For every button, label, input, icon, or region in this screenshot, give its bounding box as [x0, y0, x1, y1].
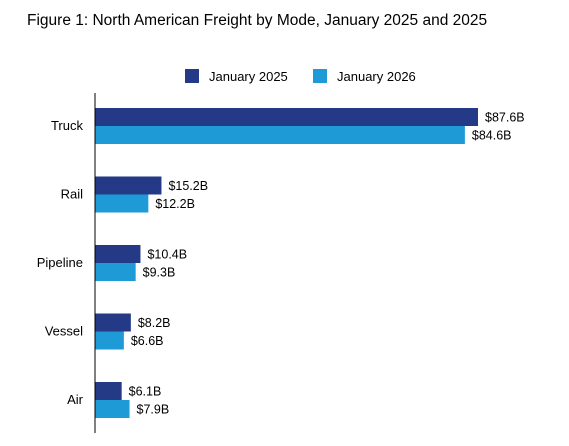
value-label-truck-2025: $87.6B: [485, 111, 525, 125]
category-label-air: Air: [67, 392, 84, 407]
value-label-rail-2025: $15.2B: [168, 179, 208, 193]
value-label-air-2025: $6.1B: [129, 385, 162, 399]
value-label-pipeline-2025: $10.4B: [147, 248, 187, 262]
value-label-pipeline-2026: $9.3B: [143, 266, 176, 280]
value-label-truck-2026: $84.6B: [472, 129, 512, 143]
bar-vessel-2026: [95, 331, 124, 350]
value-label-vessel-2025: $8.2B: [138, 316, 171, 330]
legend-swatch-2026: [313, 69, 327, 83]
bars: [95, 108, 478, 418]
bar-vessel-2025: [95, 313, 131, 332]
legend-label-2026: January 2026: [337, 69, 416, 84]
bar-rail-2025: [95, 176, 162, 195]
legend-label-2025: January 2025: [209, 69, 288, 84]
category-labels: Truck Rail Pipeline Vessel Air: [37, 118, 84, 407]
category-label-vessel: Vessel: [45, 324, 83, 339]
bar-pipeline-2026: [95, 263, 136, 281]
legend-swatch-2025: [185, 69, 199, 83]
value-label-rail-2026: $12.2B: [155, 197, 195, 211]
value-label-vessel-2026: $6.6B: [131, 334, 164, 348]
chart-title: Figure 1: North American Freight by Mode…: [27, 12, 487, 29]
bar-truck-2026: [95, 126, 465, 144]
bar-pipeline-2025: [95, 245, 141, 263]
legend: January 2025 January 2026: [185, 69, 416, 84]
category-label-pipeline: Pipeline: [37, 255, 83, 270]
value-label-air-2026: $7.9B: [137, 403, 170, 417]
category-label-truck: Truck: [51, 118, 84, 133]
bar-rail-2026: [95, 194, 149, 213]
bar-air-2025: [95, 382, 122, 400]
bar-truck-2025: [95, 108, 478, 126]
bar-air-2026: [95, 400, 130, 418]
value-labels: $87.6B $84.6B $15.2B $12.2B $10.4B $9.3B $8.2B…: [129, 111, 525, 417]
category-label-rail: Rail: [61, 187, 84, 202]
